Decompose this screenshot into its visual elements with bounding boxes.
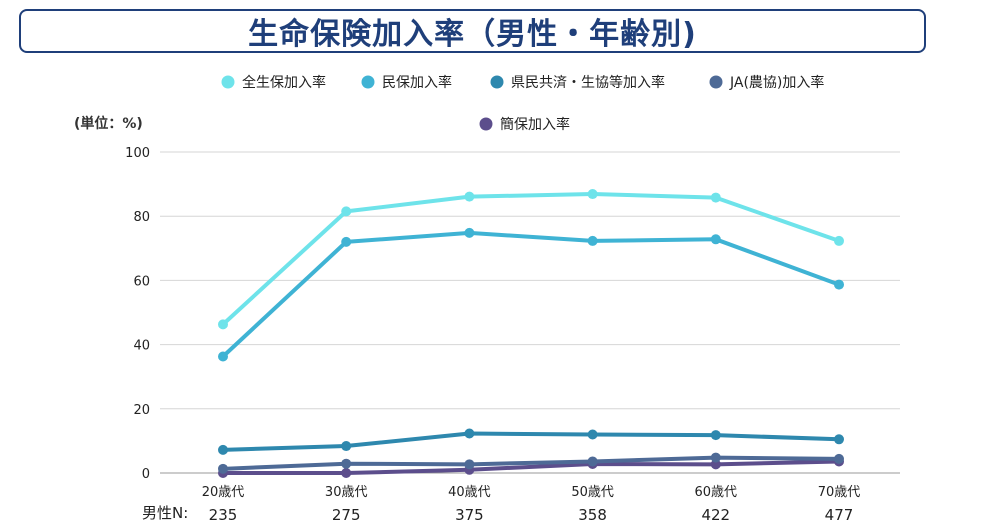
data-point [464,191,475,202]
sample-size: 375 [455,506,484,523]
data-point [587,189,598,200]
legend-marker [221,75,235,89]
legend-marker [709,75,723,89]
y-tick-label: 40 [133,339,150,354]
y-tick-label: 60 [133,274,150,289]
data-point [218,319,228,330]
series-line [221,455,841,471]
data-point [341,468,352,478]
x-tick-label: 20歳代 [202,485,245,500]
data-point [587,429,598,440]
sample-size: 477 [825,506,854,523]
legend-label: JA(農協)加入率 [729,74,824,91]
data-point [341,236,352,247]
data-point [341,458,352,469]
x-tick-label: 40歳代 [448,485,491,500]
legend-label: 簡保加入率 [500,116,570,133]
unit-label: (単位：%) [74,115,143,132]
data-point [834,235,844,246]
y-tick-label: 80 [133,210,150,225]
x-tick-label: 30歳代 [325,485,368,500]
data-point [464,459,475,470]
data-point [710,234,721,245]
sample-size: 235 [209,506,238,523]
data-point [587,456,598,467]
data-point [710,452,721,463]
data-point [834,434,844,445]
series-line [221,230,841,359]
sample-size: 358 [578,506,607,523]
data-point [341,441,352,452]
data-point [710,192,721,203]
legend-marker [361,75,375,89]
chart-title: 生命保険加入率（男性・年齢別) [248,17,697,52]
series-line [221,192,841,327]
sample-size: 422 [701,506,730,523]
y-tick-label: 0 [142,467,150,482]
data-point [587,235,598,246]
legend-label: 県民共済・生協等加入率 [511,74,665,91]
legend-marker [490,75,504,89]
legend-label: 民保加入率 [382,74,452,91]
data-point [710,430,721,441]
data-point [218,351,228,362]
title-box: 生命保険加入率（男性・年齢別) [19,9,926,53]
series-line [221,459,841,475]
data-point [834,279,844,290]
y-tick-label: 100 [125,146,150,161]
legend-marker [479,117,493,131]
data-point [341,206,352,217]
x-tick-label: 60歳代 [695,485,738,500]
x-tick-label: 70歳代 [818,485,861,500]
data-point [464,227,475,238]
sample-size: 275 [332,506,361,523]
data-point [218,444,228,455]
data-point [218,463,228,474]
series-line [221,431,841,452]
sample-size-label: 男性N: [142,504,188,522]
x-tick-label: 50歳代 [571,485,614,500]
y-tick-label: 20 [133,403,150,418]
legend-label: 全生保加入率 [242,74,326,91]
data-point [464,428,475,439]
data-point [834,453,844,464]
